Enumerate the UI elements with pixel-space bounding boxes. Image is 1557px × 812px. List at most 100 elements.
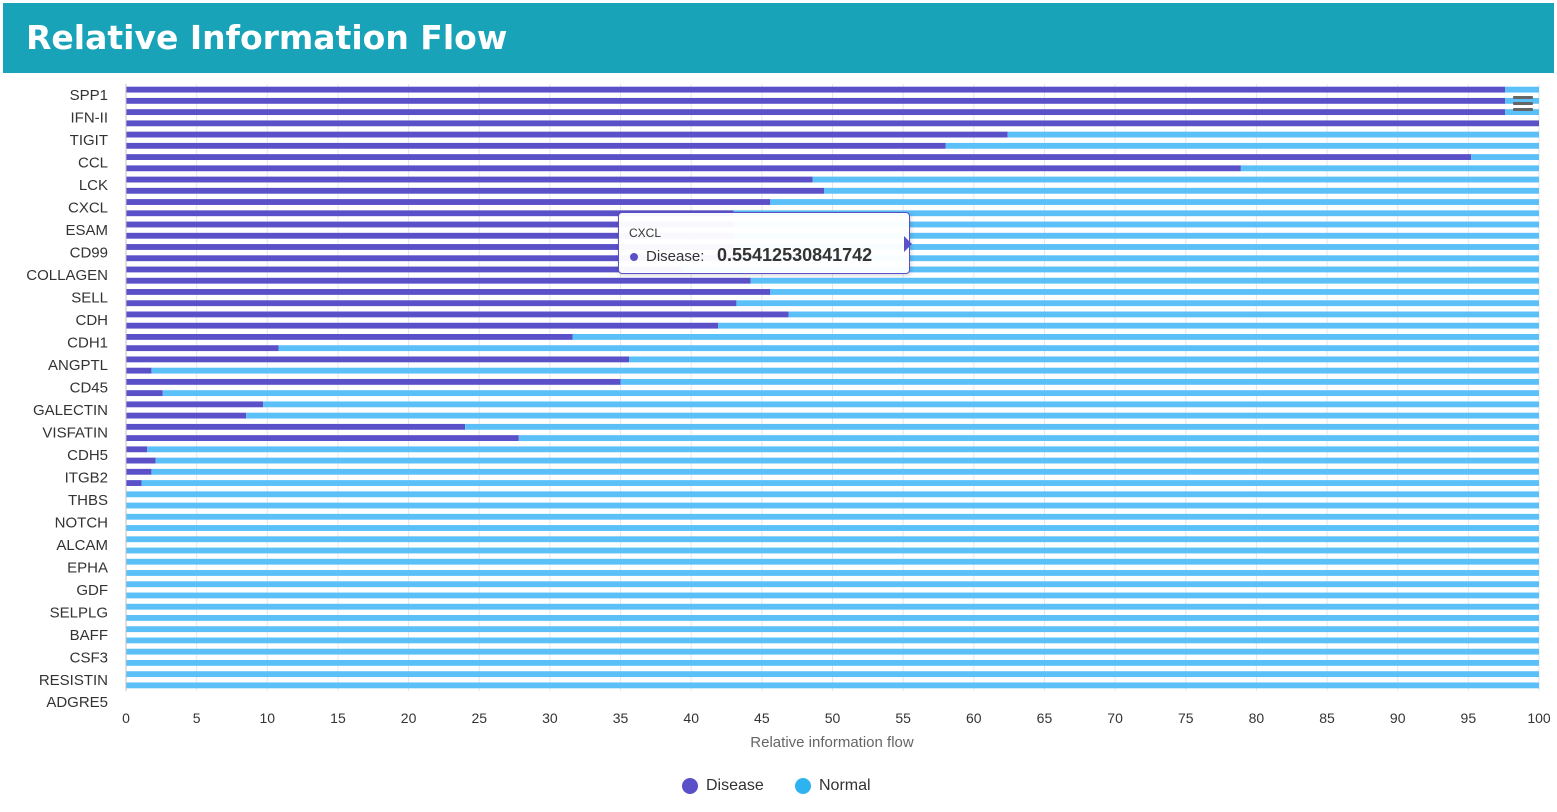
y-tick-label: RESISTIN [39, 672, 108, 689]
bar-disease [126, 176, 813, 183]
bar-disease [126, 165, 1241, 172]
bar-disease [126, 300, 737, 307]
bar-normal [263, 401, 1539, 408]
bar-normal [126, 513, 1539, 520]
bar-normal [126, 491, 1539, 498]
x-tick-label: 60 [966, 710, 982, 726]
x-tick-label: 0 [122, 710, 130, 726]
bar-normal [126, 547, 1539, 554]
x-tick-label: 30 [542, 710, 558, 726]
x-tick-label: 65 [1037, 710, 1053, 726]
bar-normal [246, 412, 1540, 419]
legend-dot-normal [795, 778, 811, 794]
bar-normal [733, 255, 1539, 262]
bar-disease [126, 221, 734, 228]
bar-normal [151, 367, 1540, 374]
tooltip-category: CXCL [629, 226, 662, 240]
bar-disease [126, 401, 264, 408]
bar-normal [162, 390, 1539, 397]
y-tick-label: VISFATIN [42, 424, 108, 441]
bar-normal [126, 626, 1539, 633]
bar-normal [1240, 165, 1539, 172]
bar-disease [126, 142, 946, 149]
x-tick-label: 35 [613, 710, 629, 726]
y-tick-label: GDF [76, 582, 108, 599]
bar-normal [1505, 97, 1539, 104]
bar-disease [126, 345, 279, 352]
bar-normal [736, 300, 1539, 307]
bar-disease [126, 423, 466, 430]
bar-disease [126, 289, 771, 295]
bar-normal [824, 187, 1539, 194]
bar-normal [718, 322, 1539, 329]
bar-normal [733, 221, 1539, 228]
y-tick-label: CCL [78, 155, 108, 172]
x-tick-label: 80 [1249, 710, 1265, 726]
x-tick-label: 90 [1390, 710, 1406, 726]
x-tick-label: 5 [193, 710, 201, 726]
y-tick-label: CXCL [68, 200, 108, 217]
legend: Disease Normal [0, 776, 1557, 798]
y-tick-label: LCK [79, 177, 108, 194]
bar-normal [1471, 154, 1539, 160]
bar-disease [126, 412, 247, 419]
bar-disease [126, 97, 1506, 104]
bar-disease [126, 390, 163, 397]
bar-normal [518, 435, 1539, 442]
y-tick-label: TIGIT [70, 132, 108, 149]
hamburger-menu-icon[interactable] [1506, 90, 1540, 118]
y-tick-label: SPP1 [70, 87, 108, 104]
x-tick-label: 100 [1527, 710, 1551, 726]
bar-normal [733, 232, 1539, 239]
bar-normal [141, 480, 1540, 486]
bar-normal [1007, 131, 1539, 138]
y-tick-label: CDH1 [67, 335, 108, 352]
bar-normal [126, 525, 1539, 531]
bar-disease [126, 255, 734, 262]
bar-disease [126, 468, 152, 475]
bar-disease [126, 446, 148, 453]
y-tick-label: IFN-II [71, 110, 109, 127]
bar-normal [126, 637, 1539, 644]
x-tick-label: 55 [895, 710, 911, 726]
bar-normal [126, 502, 1539, 509]
y-tick-label: COLLAGEN [26, 267, 108, 284]
tooltip-pointer [904, 236, 912, 252]
bar-disease [126, 356, 630, 363]
bar-normal [126, 570, 1539, 576]
tooltip-series-label: Disease: [646, 248, 705, 265]
bar-disease [126, 86, 1506, 93]
bar-disease [126, 480, 142, 486]
bar-disease [126, 367, 152, 374]
bar-normal [465, 423, 1539, 430]
x-tick-label: 25 [471, 710, 487, 726]
y-tick-label: NOTCH [55, 514, 108, 531]
page-title: Relative Information Flow [26, 18, 508, 57]
axes: 0 5 10 15 20 25 30 35 40 45 50 55 60 65 70 75 80 85 90 95 10… [26, 84, 1551, 726]
bar-normal [155, 457, 1540, 464]
page-header: Relative Information Flow [3, 3, 1554, 73]
bar-disease [126, 154, 1472, 160]
bar-normal [770, 199, 1539, 205]
x-tick-label: 95 [1461, 710, 1477, 726]
bar-normal [788, 311, 1539, 318]
bar-disease [126, 333, 573, 340]
bar-normal [629, 356, 1539, 363]
bars [126, 86, 1540, 689]
bar-disease [126, 322, 719, 329]
bar-disease [126, 311, 789, 318]
legend-dot-disease [682, 778, 698, 794]
bar-normal [126, 581, 1539, 588]
bar-normal [572, 333, 1539, 340]
bar-normal [733, 244, 1539, 250]
bar-normal [620, 378, 1539, 385]
x-tick-label: 40 [683, 710, 699, 726]
y-tick-label: CD45 [70, 380, 108, 397]
y-tick-label: GALECTIN [33, 402, 108, 419]
bar-normal [126, 558, 1539, 565]
bar-disease [126, 244, 734, 250]
bar-normal [682, 266, 1539, 273]
y-tick-label: ITGB2 [65, 469, 108, 486]
legend-label-normal: Normal [819, 777, 871, 794]
